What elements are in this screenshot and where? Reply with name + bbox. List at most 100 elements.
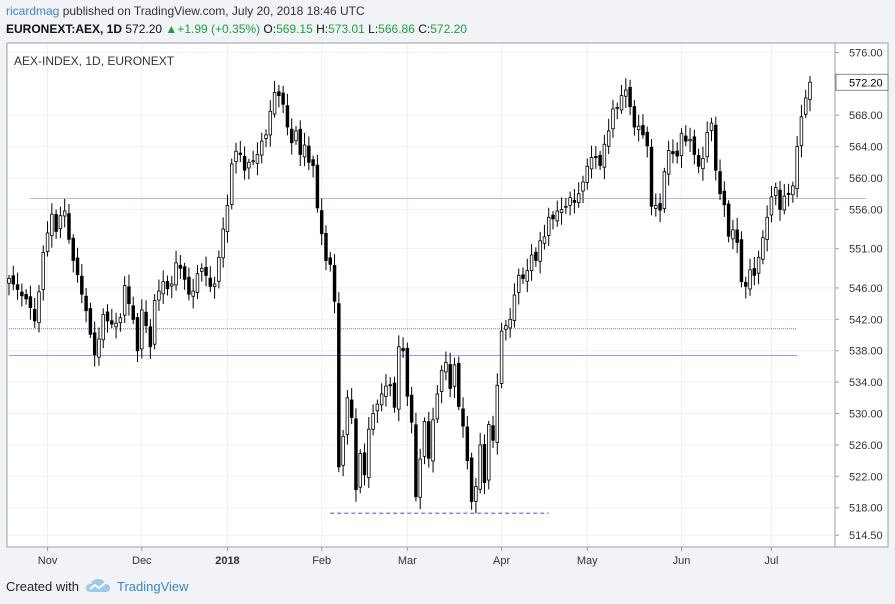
candle[interactable] — [144, 300, 148, 333]
candle[interactable] — [778, 181, 782, 221]
candle[interactable] — [512, 283, 517, 328]
candle[interactable] — [315, 154, 320, 213]
candle[interactable] — [666, 140, 671, 186]
candle[interactable] — [645, 126, 649, 158]
candle[interactable] — [234, 142, 238, 174]
candle[interactable] — [362, 443, 367, 486]
candle[interactable] — [761, 230, 765, 265]
candle[interactable] — [744, 276, 748, 299]
candle[interactable] — [71, 234, 75, 273]
author-name[interactable]: ricardmag — [6, 4, 60, 18]
candle[interactable] — [311, 155, 315, 178]
candle[interactable] — [632, 100, 637, 136]
candle[interactable] — [92, 321, 97, 367]
candle[interactable] — [534, 247, 538, 267]
candle[interactable] — [611, 99, 615, 138]
candle[interactable] — [20, 283, 24, 307]
candle[interactable] — [739, 231, 744, 288]
candle[interactable] — [110, 308, 114, 328]
candle[interactable] — [122, 276, 127, 324]
candle[interactable] — [62, 198, 67, 228]
candle[interactable] — [675, 142, 679, 164]
candle[interactable] — [375, 399, 380, 423]
candle[interactable] — [722, 181, 727, 217]
candle[interactable] — [692, 129, 697, 165]
candle[interactable] — [769, 186, 774, 223]
candle[interactable] — [238, 140, 243, 163]
candle[interactable] — [127, 274, 131, 316]
candle[interactable] — [491, 415, 495, 448]
candle[interactable] — [324, 225, 328, 271]
candle[interactable] — [264, 129, 268, 148]
candle[interactable] — [538, 231, 542, 274]
candle[interactable] — [696, 148, 701, 174]
candle[interactable] — [414, 412, 418, 502]
candle[interactable] — [401, 337, 405, 358]
candle[interactable] — [345, 390, 350, 445]
candle[interactable] — [499, 322, 504, 389]
candle[interactable] — [615, 102, 619, 120]
candle[interactable] — [268, 100, 273, 147]
candle[interactable] — [200, 263, 204, 282]
candle[interactable] — [525, 258, 530, 293]
candle[interactable] — [628, 79, 632, 116]
candle[interactable] — [803, 89, 808, 119]
candle[interactable] — [187, 267, 191, 301]
candle[interactable] — [619, 84, 624, 114]
candle[interactable] — [808, 76, 812, 112]
candle[interactable] — [641, 114, 645, 139]
candle[interactable] — [405, 342, 410, 406]
candle[interactable] — [80, 264, 84, 304]
candle[interactable] — [542, 224, 547, 250]
candle[interactable] — [371, 404, 375, 436]
candle[interactable] — [302, 132, 307, 167]
candle[interactable] — [606, 118, 611, 155]
candle[interactable] — [332, 254, 337, 314]
candle[interactable] — [32, 297, 37, 328]
candle[interactable] — [157, 279, 161, 311]
candle[interactable] — [341, 429, 345, 477]
candle[interactable] — [559, 197, 564, 225]
candle[interactable] — [281, 85, 285, 113]
candle[interactable] — [679, 128, 684, 168]
candle[interactable] — [422, 417, 427, 465]
candle[interactable] — [709, 117, 714, 142]
candle[interactable] — [504, 320, 508, 341]
candle[interactable] — [508, 308, 512, 338]
candle[interactable] — [765, 205, 769, 252]
candle[interactable] — [654, 193, 658, 217]
candle[interactable] — [457, 356, 461, 411]
candle[interactable] — [277, 84, 281, 108]
candle[interactable] — [598, 150, 602, 171]
candle[interactable] — [572, 188, 577, 214]
candle[interactable] — [409, 386, 414, 434]
candle[interactable] — [439, 365, 444, 404]
candle[interactable] — [217, 250, 221, 289]
candle[interactable] — [15, 272, 20, 300]
candle[interactable] — [135, 312, 140, 363]
candle[interactable] — [791, 181, 795, 203]
candle[interactable] — [294, 126, 298, 145]
candle[interactable] — [482, 434, 487, 495]
candle[interactable] — [45, 221, 50, 257]
candle[interactable] — [589, 145, 594, 179]
candle[interactable] — [84, 288, 88, 323]
candle[interactable] — [165, 275, 170, 296]
candle[interactable] — [191, 278, 195, 309]
candle[interactable] — [602, 134, 607, 180]
candle[interactable] — [444, 351, 448, 381]
candle[interactable] — [152, 294, 157, 350]
candle[interactable] — [684, 125, 688, 147]
candle[interactable] — [75, 247, 80, 283]
candle[interactable] — [379, 383, 384, 412]
candle[interactable] — [529, 244, 534, 281]
candle[interactable] — [576, 182, 581, 208]
candle[interactable] — [478, 432, 482, 494]
candle[interactable] — [131, 296, 135, 324]
candle[interactable] — [718, 159, 722, 201]
candle[interactable] — [452, 357, 457, 399]
candle[interactable] — [37, 285, 41, 333]
candle[interactable] — [384, 374, 388, 407]
candle[interactable] — [795, 136, 799, 198]
candle[interactable] — [50, 203, 54, 248]
